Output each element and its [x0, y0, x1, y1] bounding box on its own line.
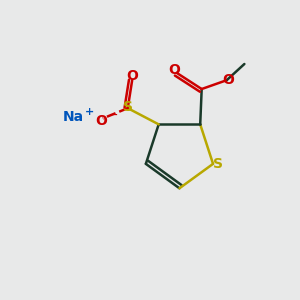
Text: O: O — [222, 73, 234, 87]
Text: O: O — [95, 114, 107, 128]
Text: O: O — [168, 63, 180, 77]
Text: −: − — [109, 110, 118, 120]
Text: +: + — [85, 107, 94, 117]
Text: O: O — [126, 69, 138, 83]
Text: S: S — [123, 100, 133, 114]
Text: S: S — [213, 157, 223, 171]
Text: Na: Na — [63, 110, 84, 124]
